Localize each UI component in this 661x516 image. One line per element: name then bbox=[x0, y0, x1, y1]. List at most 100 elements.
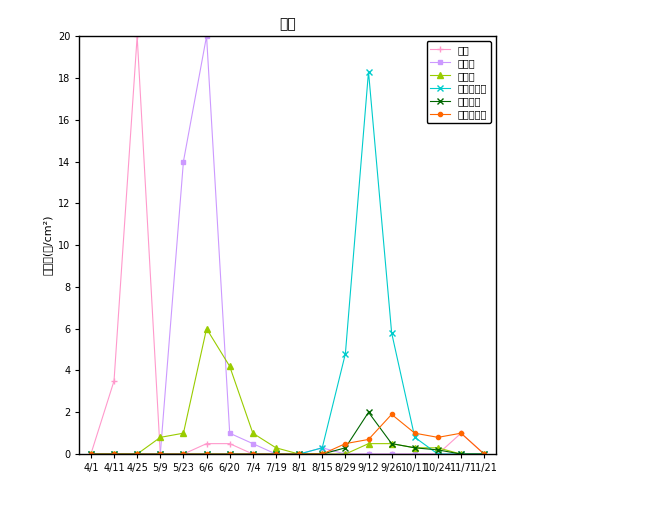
カナムグラ bbox=[457, 430, 465, 437]
ヨモギ属 bbox=[365, 409, 373, 415]
ブタクサ属 bbox=[341, 351, 349, 357]
イ科料 bbox=[365, 441, 373, 447]
ヒノキ bbox=[110, 451, 118, 457]
スギ bbox=[202, 441, 210, 447]
スギ bbox=[295, 451, 303, 457]
イ科料 bbox=[272, 445, 280, 451]
カナムグラ bbox=[272, 451, 280, 457]
スギ bbox=[272, 451, 280, 457]
スギ bbox=[387, 451, 395, 457]
ヒノキ bbox=[318, 445, 326, 451]
イ科料 bbox=[480, 451, 488, 457]
ブタクサ属 bbox=[87, 451, 95, 457]
ヒノキ bbox=[249, 441, 256, 447]
ブタクサ属 bbox=[249, 451, 256, 457]
ブタクサ属 bbox=[295, 451, 303, 457]
ヒノキ bbox=[434, 451, 442, 457]
カナムグラ bbox=[365, 437, 373, 443]
ブタクサ属 bbox=[387, 330, 395, 336]
ヨモギ属 bbox=[179, 451, 188, 457]
カナムグラ bbox=[225, 451, 234, 457]
カナムグラ bbox=[318, 451, 326, 457]
ヨモギ属 bbox=[457, 451, 465, 457]
カナムグラ bbox=[480, 451, 488, 457]
ヨモギ属 bbox=[341, 445, 349, 451]
ヒノキ bbox=[225, 430, 234, 437]
Line: カナムグラ: カナムグラ bbox=[89, 412, 486, 456]
Line: スギ: スギ bbox=[88, 34, 487, 457]
イ科料 bbox=[225, 363, 234, 369]
Title: 週計: 週計 bbox=[279, 17, 296, 31]
ヨモギ属 bbox=[295, 451, 303, 457]
スギ bbox=[110, 378, 118, 384]
ヨモギ属 bbox=[272, 451, 280, 457]
スギ bbox=[410, 451, 419, 457]
スギ bbox=[318, 451, 326, 457]
イ科料 bbox=[318, 451, 326, 457]
ブタクサ属 bbox=[365, 69, 373, 75]
ヨモギ属 bbox=[202, 451, 210, 457]
ヨモギ属 bbox=[387, 441, 395, 447]
スギ bbox=[341, 451, 349, 457]
スギ bbox=[133, 33, 141, 39]
イ科料 bbox=[87, 451, 95, 457]
ヨモギ属 bbox=[133, 451, 141, 457]
カナムグラ bbox=[133, 451, 141, 457]
イ科料 bbox=[110, 451, 118, 457]
ヒノキ bbox=[87, 451, 95, 457]
ヨモギ属 bbox=[434, 447, 442, 453]
カナムグラ bbox=[434, 434, 442, 441]
イ科料 bbox=[179, 430, 188, 437]
Line: イ科料: イ科料 bbox=[88, 326, 487, 457]
スギ bbox=[457, 430, 465, 437]
カナムグラ bbox=[410, 430, 419, 437]
ブタクサ属 bbox=[225, 451, 234, 457]
イ科料 bbox=[156, 434, 164, 441]
ブタクサ属 bbox=[480, 451, 488, 457]
ヒノキ bbox=[410, 451, 419, 457]
ブタクサ属 bbox=[457, 451, 465, 457]
ブタクサ属 bbox=[318, 445, 326, 451]
スギ bbox=[156, 451, 164, 457]
ブタクサ属 bbox=[179, 451, 188, 457]
ヒノキ bbox=[480, 451, 488, 457]
イ科料 bbox=[202, 326, 210, 332]
カナムグラ bbox=[179, 451, 188, 457]
イ科料 bbox=[341, 451, 349, 457]
Line: ブタクサ属: ブタクサ属 bbox=[88, 69, 487, 457]
Line: ヨモギ属: ヨモギ属 bbox=[88, 410, 487, 457]
カナムグラ bbox=[249, 451, 256, 457]
スギ bbox=[434, 451, 442, 457]
イ科料 bbox=[133, 451, 141, 457]
ブタクサ属 bbox=[133, 451, 141, 457]
イ科料 bbox=[249, 430, 256, 437]
ブタクサ属 bbox=[202, 451, 210, 457]
ブタクサ属 bbox=[434, 451, 442, 457]
ブタクサ属 bbox=[110, 451, 118, 457]
スギ bbox=[365, 451, 373, 457]
ヨモギ属 bbox=[156, 451, 164, 457]
イ科料 bbox=[410, 445, 419, 451]
イ科料 bbox=[457, 451, 465, 457]
ヒノキ bbox=[295, 451, 303, 457]
スギ bbox=[87, 451, 95, 457]
スギ bbox=[480, 451, 488, 457]
ヨモギ属 bbox=[480, 451, 488, 457]
ヒノキ bbox=[179, 158, 188, 165]
ヨモギ属 bbox=[410, 445, 419, 451]
ブタクサ属 bbox=[272, 451, 280, 457]
ヒノキ bbox=[365, 451, 373, 457]
ヨモギ属 bbox=[318, 451, 326, 457]
イ科料 bbox=[434, 445, 442, 451]
ヒノキ bbox=[202, 33, 210, 39]
スギ bbox=[225, 441, 234, 447]
ヒノキ bbox=[457, 451, 465, 457]
カナムグラ bbox=[387, 411, 395, 417]
ヒノキ bbox=[387, 451, 395, 457]
Y-axis label: 花粉数(個/cm²): 花粉数(個/cm²) bbox=[42, 215, 52, 276]
ヒノキ bbox=[156, 451, 164, 457]
イ科料 bbox=[387, 441, 395, 447]
ヨモギ属 bbox=[249, 451, 256, 457]
ヨモギ属 bbox=[225, 451, 234, 457]
ヒノキ bbox=[341, 451, 349, 457]
